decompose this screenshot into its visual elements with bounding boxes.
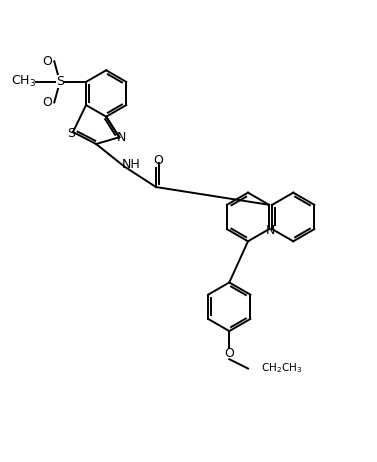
Text: S: S — [56, 75, 64, 88]
Text: N: N — [266, 225, 276, 237]
Text: O: O — [224, 347, 234, 360]
Text: CH$_2$CH$_3$: CH$_2$CH$_3$ — [261, 362, 302, 376]
Text: NH: NH — [121, 158, 140, 171]
Text: N: N — [116, 131, 126, 144]
Text: O: O — [43, 96, 52, 109]
Text: O: O — [43, 55, 52, 68]
Text: O: O — [153, 153, 163, 167]
Text: S: S — [67, 128, 75, 140]
Text: CH$_3$: CH$_3$ — [11, 74, 36, 90]
